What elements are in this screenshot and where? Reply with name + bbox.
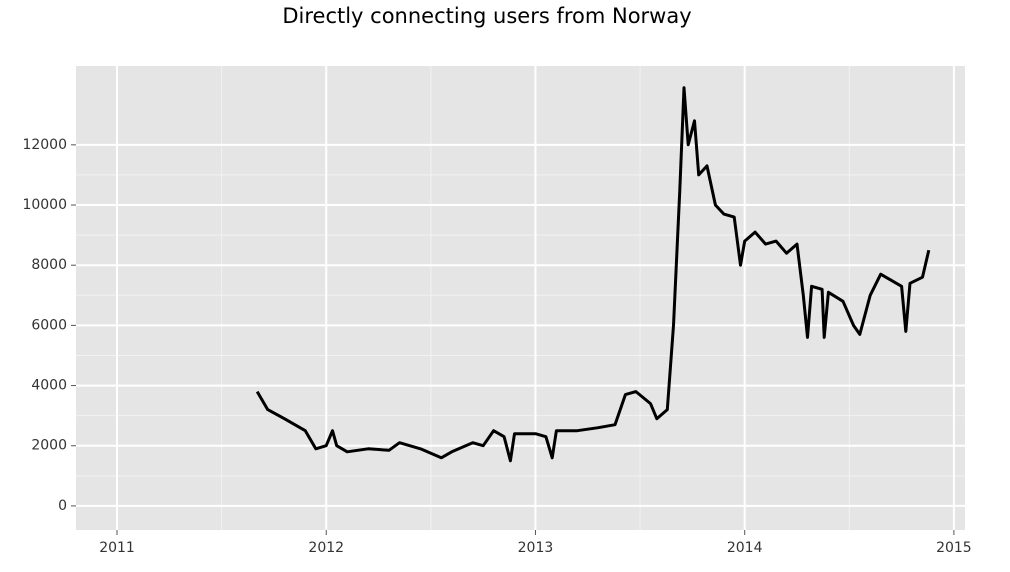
y-tick-label: 4000 [31, 378, 67, 394]
y-tick-label: 12000 [22, 137, 67, 153]
data-line [255, 86, 931, 463]
y-tick-label: 10000 [22, 197, 67, 213]
x-tick-label: 2012 [308, 540, 344, 556]
y-tick-label: 8000 [31, 257, 67, 273]
y-tick-label: 2000 [31, 438, 67, 454]
plot-panel [76, 66, 965, 530]
chart-title: Directly connecting users from Norway [282, 4, 691, 28]
y-tick-label: 6000 [31, 317, 67, 333]
x-tick-label: 2014 [727, 540, 763, 556]
x-tick-label: 2013 [518, 540, 554, 556]
x-tick-label: 2015 [936, 540, 972, 556]
y-tick-label: 0 [58, 498, 67, 514]
x-tick-label: 2011 [99, 540, 135, 556]
